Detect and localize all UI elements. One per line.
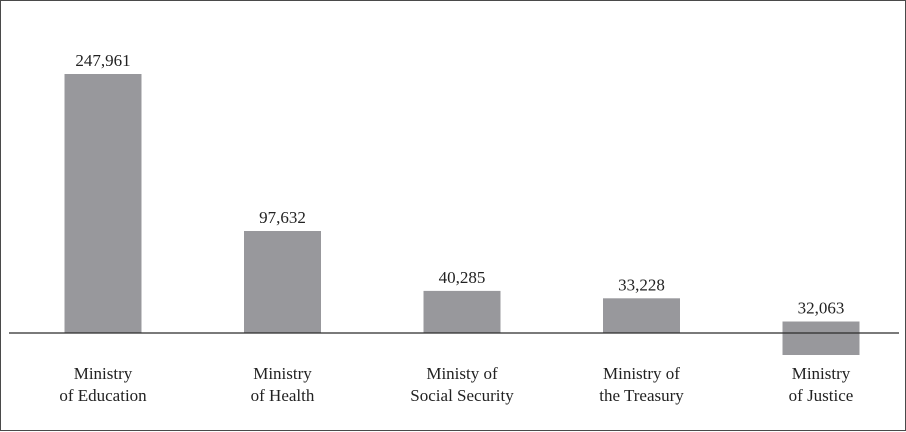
bar-ministry-of-justice xyxy=(782,321,860,355)
bar-ministy-of-social-security xyxy=(423,290,501,333)
bars-layer xyxy=(64,74,860,355)
bar-ministry-of-health xyxy=(244,231,321,333)
category-label-line: Ministry of xyxy=(603,364,680,383)
category-label-ministry-of-justice: Ministry of Justice xyxy=(789,364,854,405)
category-label-line: Ministy of xyxy=(426,364,498,383)
value-label-ministry-of-justice: 32,063 xyxy=(798,299,845,318)
category-label-line: Ministry xyxy=(253,364,312,383)
category-label-line: of Education xyxy=(59,386,147,405)
category-label-line: Social Security xyxy=(410,386,514,405)
category-label-ministry-of-the-treasury: Ministry of the Treasury xyxy=(599,364,684,405)
category-label-line: of Health xyxy=(251,386,315,405)
category-label-ministry-of-health: Ministry of Health xyxy=(251,364,315,405)
value-label-ministry-of-the-treasury: 33,228 xyxy=(618,275,665,294)
bar-ministry-of-the-treasury xyxy=(603,298,680,333)
bar-ministry-of-education xyxy=(64,74,142,333)
value-label-ministry-of-health: 97,632 xyxy=(259,208,306,227)
category-label-line: the Treasury xyxy=(599,386,684,405)
category-label-ministy-of-social-security: Ministy of Social Security xyxy=(410,364,514,405)
labels-layer: 247,961 Ministry of Education 97,632 Ministr… xyxy=(59,51,853,405)
value-label-ministy-of-social-security: 40,285 xyxy=(439,268,486,287)
category-label-line: Ministry xyxy=(792,364,851,383)
category-label-line: Ministry xyxy=(74,364,133,383)
category-label-line: of Justice xyxy=(789,386,854,405)
value-label-ministry-of-education: 247,961 xyxy=(75,51,130,70)
category-label-ministry-of-education: Ministry of Education xyxy=(59,364,147,405)
